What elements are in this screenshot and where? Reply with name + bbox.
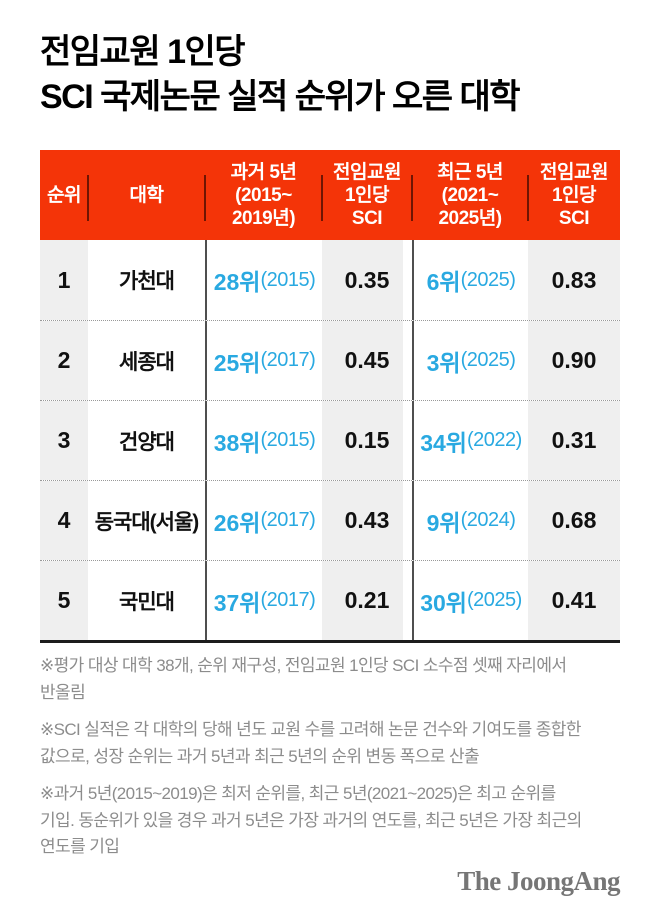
table-row: 1 가천대 28위 (2015) 0.35 6위 (2025) 0.83: [40, 240, 620, 320]
past-rank-year: (2015): [260, 429, 316, 451]
past-sci-cell: 0.43: [322, 481, 412, 560]
university-cell: 국민대: [119, 590, 175, 614]
table-row: 5 국민대 37위 (2017) 0.21 30위 (2025) 0.41: [40, 560, 620, 640]
recent-sci-cell: 0.83: [528, 240, 620, 320]
past-rank-year: (2017): [260, 349, 316, 371]
recent-rank-value: 3위: [426, 349, 461, 376]
col-header-past-sci: 전임교원 1인당 SCI: [321, 150, 412, 240]
recent-sci-cell: 0.41: [528, 561, 620, 640]
ranking-table: 순위 대학 과거 5년 (2015~ 2019년) 전임교원 1인당 SCI 최…: [40, 150, 620, 643]
recent-rank-cell: 6위 (2025): [412, 240, 528, 320]
recent-rank-value: 30위: [420, 589, 467, 616]
university-cell: 가천대: [119, 270, 175, 293]
recent-rank-cell: 30위 (2025): [412, 561, 528, 640]
university-cell: 세종대: [119, 350, 175, 374]
past-sci-cell: 0.15: [322, 401, 412, 480]
past-rank-cell: 28위 (2015): [205, 240, 322, 320]
recent-rank-year: (2024): [460, 509, 516, 531]
past-rank-value: 26위: [213, 509, 261, 536]
past-rank-cell: 25위 (2017): [205, 321, 322, 400]
footnote-3: ※과거 5년(2015~2019)은 최저 순위를, 최근 5년(2021~20…: [40, 784, 582, 856]
recent-rank-cell: 34위 (2022): [412, 401, 528, 480]
page-title-line2: SCI 국제논문 실적 순위가 오른 대학: [40, 78, 521, 116]
rank-cell: 4: [40, 481, 88, 560]
past-rank-year: (2015): [260, 268, 316, 291]
past-rank-value: 38위: [213, 429, 261, 456]
page-title-line1: 전임교원 1인당: [40, 33, 246, 71]
col-header-recent-5yr: 최근 5년 (2021~ 2025년): [411, 150, 528, 240]
past-rank-value: 37위: [213, 589, 261, 616]
past-rank-value: 28위: [213, 269, 261, 295]
recent-rank-cell: 9위 (2024): [412, 481, 528, 560]
past-rank-cell: 37위 (2017): [205, 561, 322, 640]
table-row: 2 세종대 25위 (2017) 0.45 3위 (2025) 0.90: [40, 320, 620, 400]
recent-rank-year: (2025): [466, 589, 522, 611]
past-rank-cell: 38위 (2015): [205, 401, 322, 480]
recent-rank-cell: 3위 (2025): [412, 321, 528, 400]
col-header-university: 대학: [87, 150, 205, 240]
recent-rank-value: 6위: [426, 269, 461, 295]
col-header-past-5yr: 과거 5년 (2015~ 2019년): [204, 150, 322, 240]
rank-cell: 3: [40, 401, 88, 480]
col-header-rank: 순위: [47, 184, 81, 206]
past-sci-cell: 0.21: [322, 561, 412, 640]
past-sci-cell: 0.45: [322, 321, 412, 400]
recent-rank-value: 9위: [426, 509, 461, 536]
table-header-row: 순위 대학 과거 5년 (2015~ 2019년) 전임교원 1인당 SCI 최…: [40, 150, 620, 240]
past-rank-cell: 26위 (2017): [205, 481, 322, 560]
rank-cell: 5: [40, 561, 88, 640]
past-rank-year: (2017): [260, 509, 316, 531]
table-row: 3 건양대 38위 (2015) 0.15 34위 (2022) 0.31: [40, 400, 620, 480]
past-sci-cell: 0.35: [322, 240, 412, 320]
past-rank-value: 25위: [213, 349, 261, 376]
university-cell: 건양대: [119, 430, 175, 454]
recent-sci-cell: 0.68: [528, 481, 620, 560]
col-header-recent-sci: 전임교원 1인당 SCI: [527, 150, 620, 240]
past-rank-year: (2017): [260, 589, 316, 611]
footnotes: ※평가 대상 대학 38개, 순위 재구성, 전임교원 1인당 SCI 소수점 …: [40, 653, 640, 872]
rank-cell: 2: [40, 321, 88, 400]
university-cell: 동국대(서울): [94, 510, 200, 534]
recent-rank-year: (2025): [460, 268, 516, 291]
footnote-1: ※평가 대상 대학 38개, 순위 재구성, 전임교원 1인당 SCI 소수점 …: [40, 656, 567, 702]
rank-cell: 1: [40, 240, 88, 320]
table-row: 4 동국대(서울) 26위 (2017) 0.43 9위 (2024) 0.68: [40, 480, 620, 560]
joongang-logo: The JoongAng: [457, 866, 620, 896]
recent-rank-year: (2022): [466, 429, 522, 451]
table-body: 1 가천대 28위 (2015) 0.35 6위 (2025) 0.83 2 세종대…: [40, 240, 620, 643]
recent-sci-cell: 0.31: [528, 401, 620, 480]
recent-rank-value: 34위: [420, 429, 467, 456]
page-title: 전임교원 1인당 SCI 국제논문 실적 순위가 오른 대학: [40, 30, 521, 120]
footnote-2: ※SCI 실적은 각 대학의 당해 년도 교원 수를 고려해 논문 건수와 기여…: [40, 720, 581, 766]
recent-sci-cell: 0.90: [528, 321, 620, 400]
recent-rank-year: (2025): [460, 349, 516, 371]
